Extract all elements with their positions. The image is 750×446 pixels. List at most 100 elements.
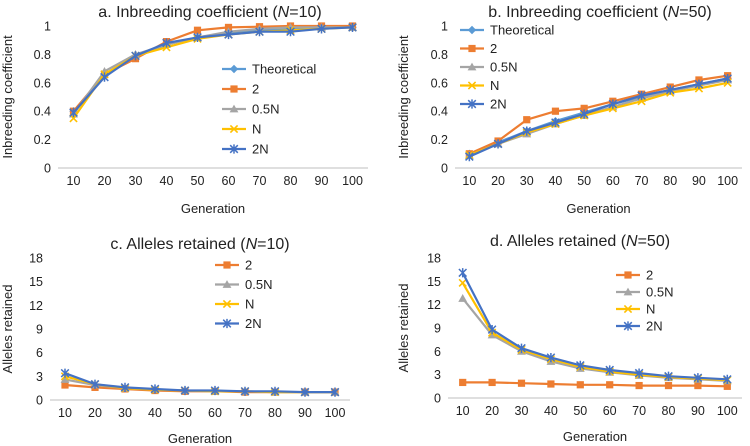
legend-marker — [467, 99, 477, 109]
x-tick-label: 50 — [573, 404, 587, 418]
legend-marker — [230, 85, 238, 93]
x-tick-label: 60 — [208, 406, 222, 420]
y-axis-label: Inbreeding coefficient — [396, 35, 411, 159]
x-tick-label: 60 — [603, 404, 617, 418]
data-point — [317, 24, 326, 34]
y-tick-label: 12 — [427, 298, 441, 312]
y-tick-label: 9 — [36, 323, 43, 337]
y-tick-label: 9 — [434, 322, 441, 336]
data-point — [90, 379, 100, 389]
data-point — [722, 374, 732, 384]
legend-label: 2N — [252, 142, 269, 157]
chart-title-main: b. Inbreeding coefficient ( — [488, 4, 668, 21]
legend-label: N — [646, 302, 655, 317]
data-point — [330, 387, 340, 397]
legend-marker — [223, 261, 231, 269]
data-point — [637, 90, 646, 101]
data-point — [551, 117, 560, 128]
legend-marker — [222, 280, 232, 288]
x-tick-label: 90 — [298, 406, 312, 420]
data-point — [150, 384, 160, 394]
data-point — [723, 73, 732, 84]
y-tick-label: 0 — [36, 394, 43, 408]
chart-title: d. Alleles retained (N=50) — [490, 233, 670, 250]
x-tick-label: 100 — [717, 174, 738, 188]
data-point — [575, 360, 585, 370]
chart-panel-2: b. Inbreeding coefficient (N=50)00.20.40… — [396, 4, 742, 216]
legend-marker — [229, 144, 239, 154]
chart-title-tail: =10) — [257, 236, 289, 253]
data-point — [459, 378, 467, 387]
x-axis-label: Generation — [181, 201, 245, 216]
chart-panel-1: a. Inbreeding coefficient (N=10)00.20.40… — [0, 4, 368, 216]
y-tick-label: 1 — [44, 20, 51, 34]
data-point — [458, 278, 467, 288]
legend-label: Theoretical — [490, 23, 554, 38]
x-tick-label: 80 — [662, 404, 676, 418]
legend-label: 2N — [490, 97, 507, 112]
chart-title-main: a. Inbreeding coefficient ( — [98, 4, 278, 21]
data-point — [240, 386, 250, 396]
y-tick-label: 6 — [36, 346, 43, 360]
series-line — [468, 78, 728, 157]
y-tick-label: 0 — [44, 162, 51, 176]
y-tick-label: 0 — [441, 162, 448, 176]
y-axis-label: Alleles retained — [396, 284, 411, 373]
legend-label: 0.5N — [490, 60, 517, 75]
x-tick-label: 60 — [606, 174, 620, 188]
legend-label: N — [245, 297, 254, 312]
x-tick-label: 70 — [635, 174, 649, 188]
x-tick-label: 10 — [462, 174, 476, 188]
legend: 2 0.5N N 2N — [616, 268, 673, 334]
series-line — [72, 26, 353, 115]
y-tick-label: 0.4 — [431, 105, 448, 119]
x-tick-label: 40 — [148, 406, 162, 420]
data-point — [60, 368, 70, 378]
legend-label: Theoretical — [252, 62, 316, 77]
legend-marker — [468, 44, 476, 53]
data-point — [100, 72, 109, 82]
y-tick-label: 15 — [29, 275, 43, 289]
data-point — [300, 387, 310, 397]
data-point — [634, 368, 644, 378]
x-tick-label: 10 — [456, 404, 470, 418]
x-tick-label: 20 — [88, 406, 102, 420]
data-point — [608, 99, 618, 109]
legend-marker — [624, 271, 632, 279]
legend-label: 0.5N — [252, 102, 279, 117]
legend-marker — [229, 124, 239, 134]
series-line — [462, 381, 728, 388]
y-tick-label: 0.6 — [34, 76, 51, 90]
data-point — [487, 324, 497, 335]
x-tick-label: 70 — [238, 406, 252, 420]
data-point — [210, 385, 220, 396]
legend-marker — [229, 64, 239, 74]
series-N — [465, 78, 732, 160]
y-axis-label: Alleles retained — [0, 285, 15, 374]
x-tick-label: 40 — [544, 404, 558, 418]
x-tick-label: 10 — [67, 174, 81, 188]
legend-label: N — [252, 122, 261, 137]
legend-marker — [623, 304, 633, 314]
data-point — [579, 109, 589, 119]
y-tick-label: 18 — [29, 252, 43, 266]
series-2N — [60, 368, 340, 397]
series-line — [461, 282, 728, 382]
legend: Theoretical 2 0.5N N 2N — [222, 62, 316, 157]
data-point — [458, 268, 468, 278]
series-line — [468, 81, 728, 157]
x-tick-label: 80 — [284, 174, 298, 188]
legend-marker — [229, 104, 239, 113]
legend-label: 2 — [245, 258, 252, 273]
data-point — [665, 85, 675, 95]
data-point — [180, 385, 190, 396]
x-tick-label: 30 — [520, 174, 534, 188]
y-tick-label: 3 — [36, 370, 43, 384]
series-2N — [69, 22, 357, 118]
chart-title-variable: N — [278, 4, 290, 21]
data-point — [635, 381, 643, 390]
data-point — [162, 38, 171, 48]
legend-marker — [623, 321, 633, 331]
series-line — [461, 272, 728, 381]
